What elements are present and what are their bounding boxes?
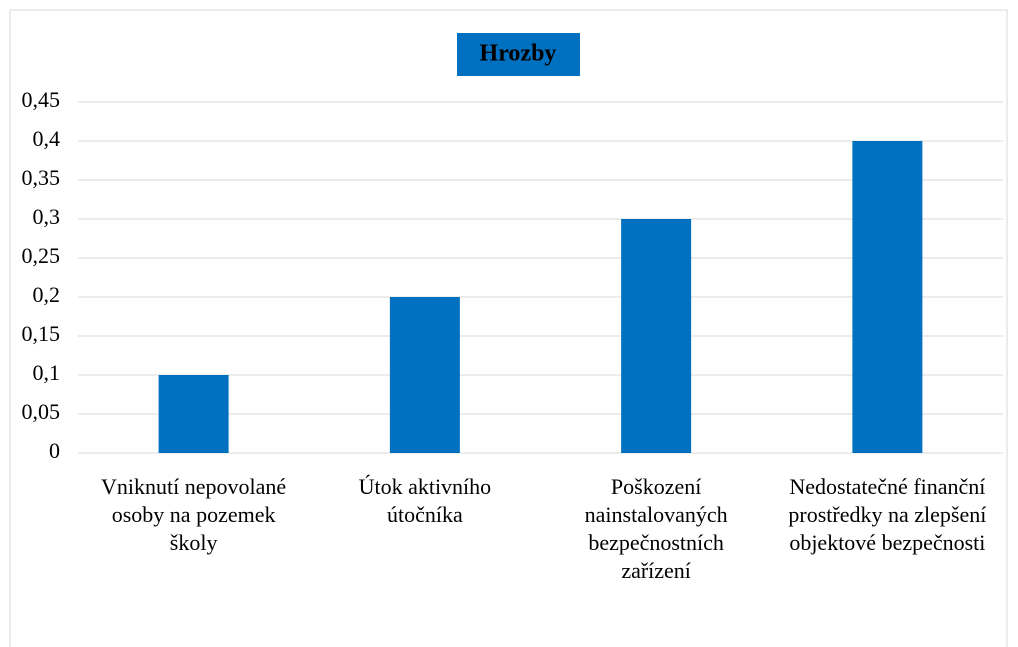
x-tick-label: Nedostatečné finanční prostředky na zlep… [788,474,987,555]
bar [852,141,923,453]
x-tick-label: Poškození nainstalovaných bezpečnostních… [584,474,728,583]
y-tick-label: 0,1 [33,360,61,385]
bar [389,297,460,453]
title-box [457,33,580,76]
y-tick-label: 0,2 [33,282,61,307]
y-tick-label: 0,3 [33,204,61,229]
y-tick-label: 0,35 [22,165,61,190]
y-tick-label: 0,15 [22,321,61,346]
bar [621,219,692,453]
y-tick-label: 0,05 [22,399,61,424]
chart-border [9,9,1008,647]
y-tick-label: 0,25 [22,243,61,268]
y-tick-label: 0,4 [33,126,61,151]
chart-title: Hrozby [480,41,557,67]
x-tick-label: Vniknutí nepovolané osoby na pozemek ško… [101,474,287,555]
bar [158,375,229,453]
y-tick-label: 0 [49,438,60,463]
y-tick-label: 0,45 [22,87,61,112]
x-tick-label: Útok aktivního útočníka [358,474,492,527]
